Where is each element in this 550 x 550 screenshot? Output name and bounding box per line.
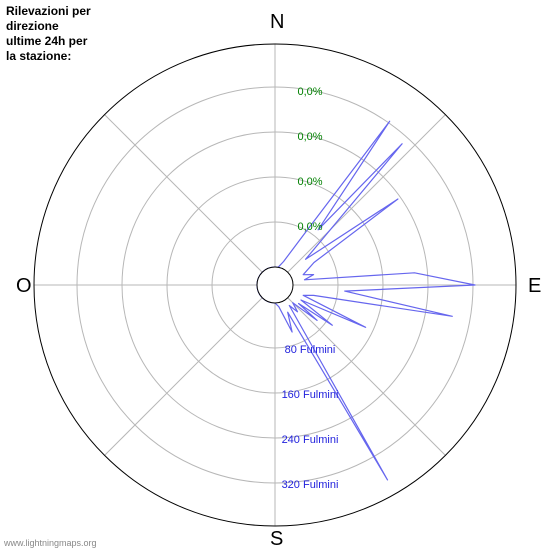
cardinal-label: O (16, 275, 32, 297)
cardinal-label: S (270, 528, 283, 550)
cardinal-label: N (270, 11, 284, 33)
ring-label-count: 80 Fulmini (285, 344, 336, 356)
spoke (288, 298, 446, 456)
footer-credit: www.lightningmaps.org (4, 538, 97, 548)
ring-label-percent: 0,0% (297, 176, 322, 188)
rose-polyline (257, 121, 475, 480)
spoke (105, 115, 263, 273)
ring-label-count: 240 Fulmini (282, 434, 339, 446)
center-ring (257, 267, 293, 303)
spoke (105, 298, 263, 456)
ring-label-percent: 0,0% (297, 131, 322, 143)
polar-chart: 0,0% 0,0% 0,0% 0,0% 80 Fulmini 160 Fulmini 240… (0, 0, 550, 550)
ring-label-count: 160 Fulmini (282, 389, 339, 401)
cardinal-label: E (528, 275, 541, 297)
ring-label-percent: 0,0% (297, 86, 322, 98)
ring-label-percent: 0,0% (297, 221, 322, 233)
ring-label-count: 320 Fulmini (282, 479, 339, 491)
